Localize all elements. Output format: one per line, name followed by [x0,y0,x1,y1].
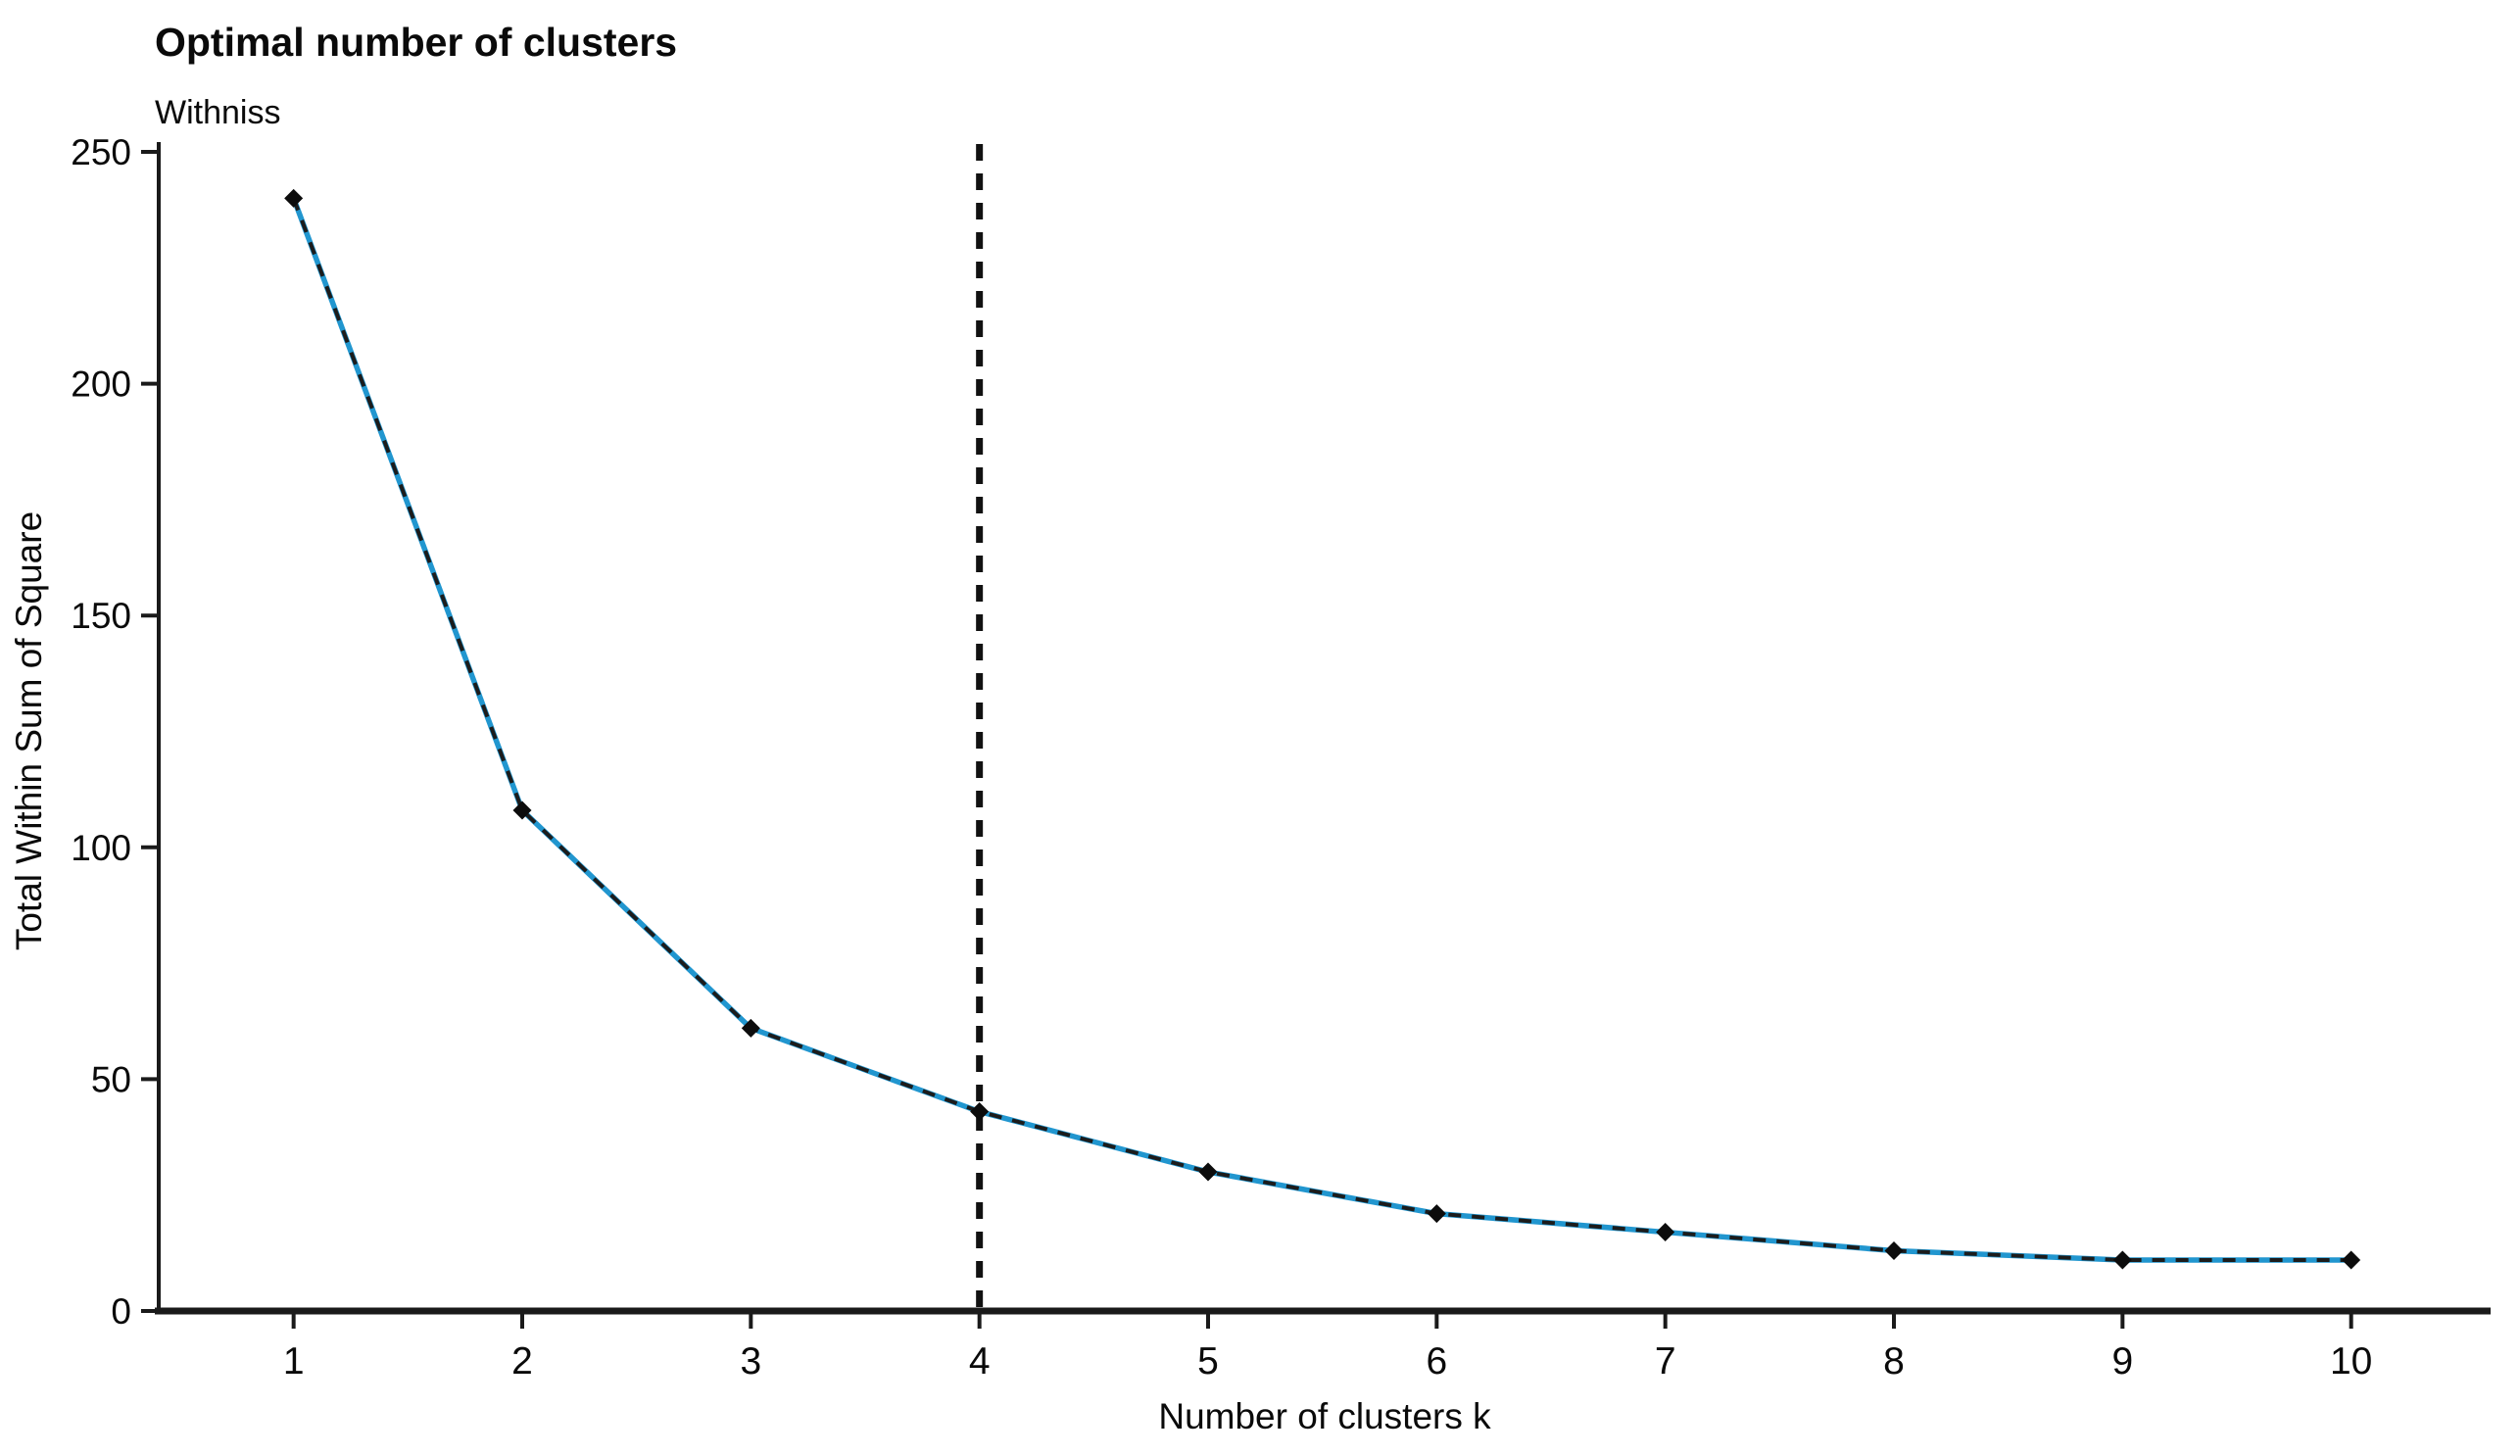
x-tick-label: 2 [511,1340,533,1383]
wss-line-blue [291,197,2351,1263]
wss-line-dash-overlay [291,197,2351,1262]
y-tick-label: 0 [111,1291,131,1332]
x-tick-label: 9 [2111,1340,2133,1383]
x-tick-label: 5 [1197,1340,1219,1383]
y-tick-label: 50 [91,1059,131,1099]
data-point-marker [1884,1240,1904,1260]
y-tick-label: 150 [71,596,131,636]
chart-subtitle: Withniss [155,94,280,131]
data-point-marker [284,188,304,208]
data-point-marker [2112,1250,2132,1270]
x-tick-label: 6 [1426,1340,1447,1383]
data-point-marker [2342,1250,2361,1270]
chart-title: Optimal number of clusters [155,20,677,65]
plot-area: 0 50 100 150 200 250 1 2 3 4 5 6 7 8 9 10 [71,132,2491,1383]
x-tick-label: 10 [2330,1340,2372,1383]
x-tick-label: 8 [1883,1340,1905,1383]
data-point-marker [1656,1223,1675,1242]
y-tick-label: 250 [71,132,131,172]
data-point-marker [970,1102,990,1122]
data-point-marker [1427,1204,1446,1224]
x-tick-label: 1 [283,1340,305,1383]
y-axis-label: Total Within Sum of Square [9,511,49,950]
x-axis-label: Number of clusters k [1158,1396,1491,1436]
x-tick-label: 3 [740,1340,761,1383]
data-point-marker [512,801,532,820]
y-tick-label: 100 [71,828,131,868]
data-point-marker [1198,1162,1218,1182]
x-tick-label: 4 [969,1340,991,1383]
y-tick-label: 200 [71,364,131,405]
data-point-marker [741,1018,760,1038]
x-tick-label: 7 [1655,1340,1676,1383]
